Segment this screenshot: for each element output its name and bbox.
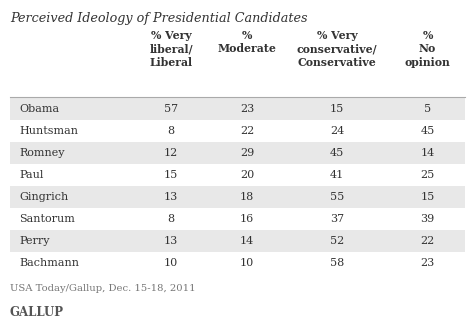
Text: 45: 45 [420, 126, 435, 136]
Text: 13: 13 [164, 192, 178, 202]
Text: 37: 37 [330, 214, 344, 224]
Text: Perry: Perry [19, 236, 50, 246]
Text: 8: 8 [167, 126, 175, 136]
Text: GALLUP: GALLUP [10, 306, 64, 319]
Text: % Very
liberal/
Liberal: % Very liberal/ Liberal [149, 30, 193, 68]
Bar [10, 230, 465, 252]
Text: USA Today/Gallup, Dec. 15-18, 2011: USA Today/Gallup, Dec. 15-18, 2011 [10, 284, 196, 293]
Text: 45: 45 [330, 148, 344, 158]
Text: Paul: Paul [19, 170, 44, 180]
Text: 15: 15 [330, 104, 344, 114]
Bar [10, 252, 465, 274]
Text: 39: 39 [420, 214, 435, 224]
Text: Obama: Obama [19, 104, 60, 114]
Text: 15: 15 [420, 192, 435, 202]
Text: 8: 8 [167, 214, 175, 224]
Text: 10: 10 [240, 258, 254, 268]
Text: Bachmann: Bachmann [19, 258, 79, 268]
Text: 16: 16 [240, 214, 254, 224]
Text: 15: 15 [164, 170, 178, 180]
Text: %
No
opinion: % No opinion [405, 30, 450, 68]
Text: 5: 5 [424, 104, 431, 114]
Text: Perceived Ideology of Presidential Candidates: Perceived Ideology of Presidential Candi… [10, 12, 307, 25]
Text: 24: 24 [330, 126, 344, 136]
Text: 29: 29 [240, 148, 254, 158]
Text: Romney: Romney [19, 148, 65, 158]
Text: 13: 13 [164, 236, 178, 246]
Text: 12: 12 [164, 148, 178, 158]
Bar [10, 98, 465, 120]
Text: 23: 23 [420, 258, 435, 268]
Bar [10, 120, 465, 142]
Text: % Very
conservative/
Conservative: % Very conservative/ Conservative [297, 30, 378, 68]
Bar [10, 164, 465, 186]
Text: 57: 57 [164, 104, 178, 114]
Bar [10, 186, 465, 208]
Text: 18: 18 [240, 192, 254, 202]
Text: 25: 25 [420, 170, 435, 180]
Text: Santorum: Santorum [19, 214, 76, 224]
Text: 55: 55 [330, 192, 344, 202]
Text: Huntsman: Huntsman [19, 126, 78, 136]
Text: 14: 14 [240, 236, 254, 246]
Text: Gingrich: Gingrich [19, 192, 69, 202]
Text: 41: 41 [330, 170, 344, 180]
Text: 14: 14 [420, 148, 435, 158]
Bar [10, 142, 465, 164]
Text: 58: 58 [330, 258, 344, 268]
Bar [10, 208, 465, 230]
Text: 20: 20 [240, 170, 254, 180]
Text: %
Moderate: % Moderate [218, 30, 276, 54]
Text: 22: 22 [240, 126, 254, 136]
Text: 22: 22 [420, 236, 435, 246]
Text: 52: 52 [330, 236, 344, 246]
Text: 10: 10 [164, 258, 178, 268]
Text: 23: 23 [240, 104, 254, 114]
